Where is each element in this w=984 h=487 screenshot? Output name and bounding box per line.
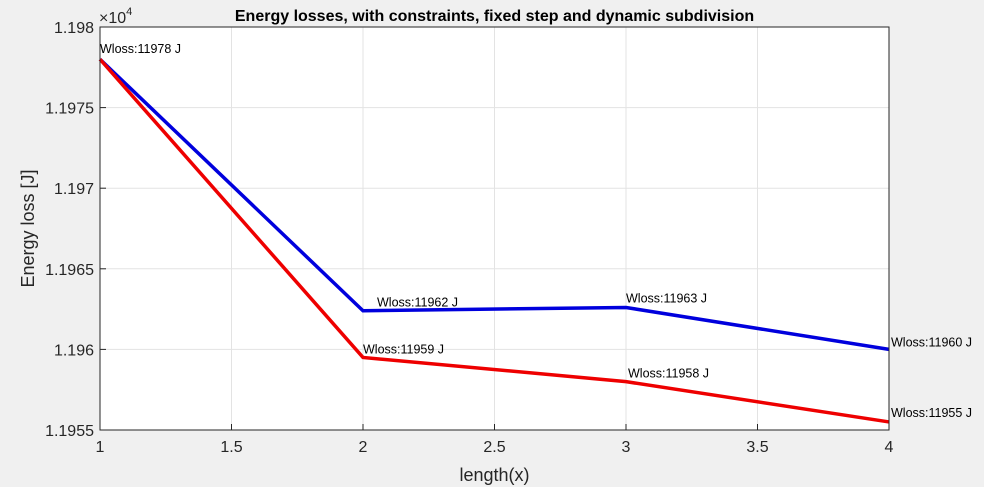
- axis-ticks: 1 1.5 2 2.5 3 3.5 4 1.1955 1.196 1.1965 1.197 1.197…: [45, 20, 893, 456]
- x-tick-label: 4: [885, 439, 894, 456]
- y-exponent-power: 4: [126, 6, 132, 18]
- y-axis-exponent: ×104: [99, 6, 132, 27]
- y-axis-label: Energy loss [J]: [18, 169, 38, 287]
- data-tip-label: Wloss:11959 J: [363, 342, 444, 356]
- chart-title: Energy losses, with constraints, fixed s…: [235, 8, 754, 25]
- data-tip-label: Wloss:11962 J: [377, 296, 458, 310]
- y-tick-label: 1.196: [54, 342, 94, 359]
- y-tick-label: 1.198: [54, 20, 94, 37]
- x-axis-label: length(x): [459, 465, 529, 485]
- data-tip-label: Wloss:11960 J: [891, 335, 972, 349]
- series-line-1: [98, 57, 890, 352]
- data-tip-label: Wloss:11963 J: [626, 291, 707, 305]
- y-tick-label: 1.197: [54, 181, 94, 198]
- y-exponent-base: ×10: [99, 10, 126, 27]
- annotations-layer: Wloss:11978 J Wloss:11962 J Wloss:11963 J W…: [100, 42, 972, 420]
- y-tick-label: 1.1965: [45, 262, 94, 279]
- x-tick-label: 2: [359, 439, 368, 456]
- x-tick-label: 3: [622, 439, 631, 456]
- x-tick-label: 2.5: [483, 439, 505, 456]
- series-layer: [98, 57, 890, 424]
- data-tip-label: Wloss:11958 J: [628, 367, 709, 381]
- y-tick-label: 1.1975: [45, 101, 94, 118]
- x-tick-label: 1.5: [220, 439, 242, 456]
- x-tick-label: 1: [96, 439, 105, 456]
- y-tick-label: 1.1955: [45, 423, 94, 440]
- series-line-2: [98, 58, 890, 424]
- data-tip-label: Wloss:11955 J: [891, 406, 972, 420]
- x-tick-label: 3.5: [746, 439, 768, 456]
- data-tip-label: Wloss:11978 J: [100, 42, 181, 56]
